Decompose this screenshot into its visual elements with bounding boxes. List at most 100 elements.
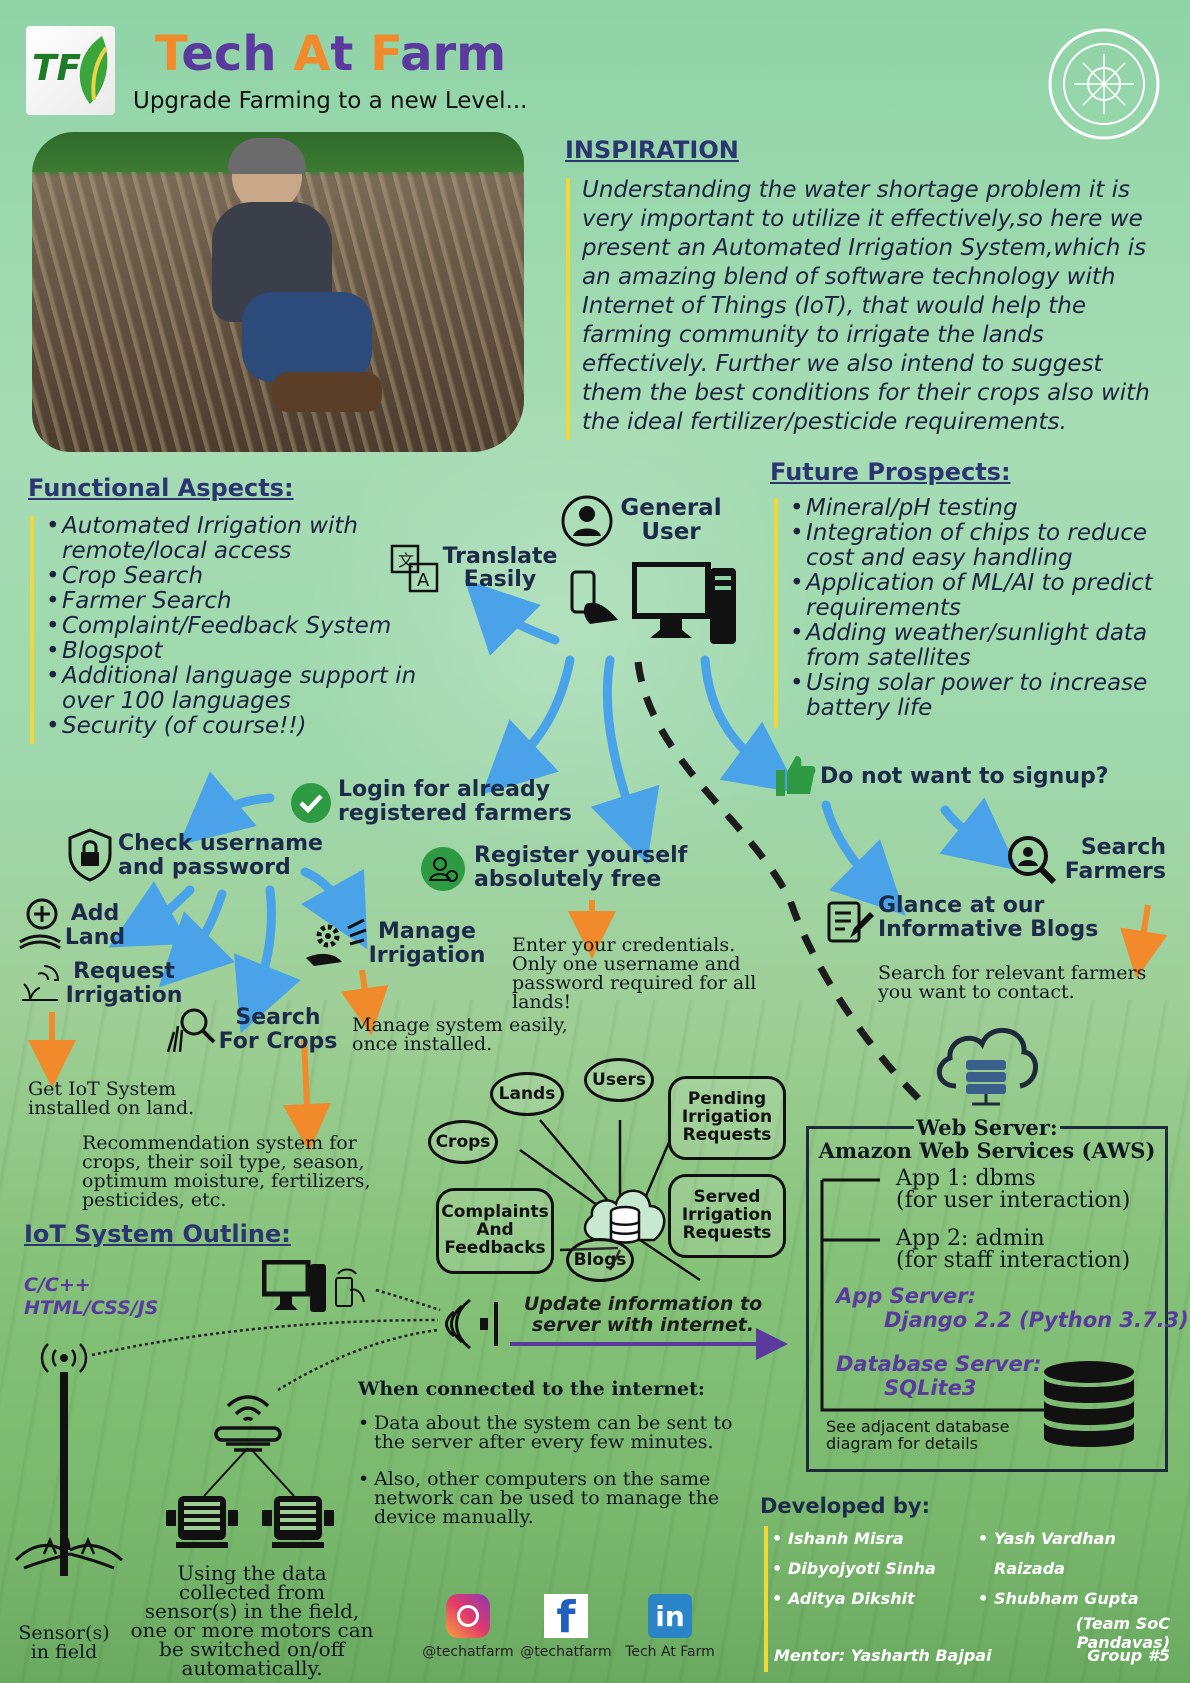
mentor-name: Mentor: Yasharth Bajpai <box>774 1646 992 1665</box>
list-item: Security (of course!!) <box>44 714 424 740</box>
cloud-server-icon <box>937 1027 1038 1106</box>
db-server-label: Database Server: SQLite3 <box>836 1352 1042 1400</box>
blogs-label: Glance at our Informative Blogs <box>878 893 1099 942</box>
page-title: Tech At Farm <box>155 26 507 82</box>
list-item: Additional language support in over 100 … <box>44 664 424 714</box>
translate-icon: 文 A <box>390 544 439 593</box>
server-box-top-right <box>1060 1126 1168 1129</box>
list-item: Adding weather/sunlight data from satell… <box>788 621 1168 671</box>
request-irrigation-label: Request Irrigation <box>65 959 183 1008</box>
db-node-complaints: Complaints And Feedbacks <box>436 1188 554 1274</box>
manage-description: Manage system easily, once installed. <box>352 1014 568 1055</box>
instagram-link[interactable]: @techatfarm <box>422 1594 514 1660</box>
manage-gears-icon <box>306 918 367 966</box>
motor-connection-lines <box>203 1448 295 1497</box>
inspiration-heading: INSPIRATION <box>565 136 739 164</box>
db-node-users: Users <box>584 1058 654 1102</box>
login-label: Login for already registered farmers <box>338 777 572 826</box>
desktop-small-icon <box>262 1260 326 1312</box>
farmer-photo <box>32 132 524 452</box>
sensor-roots-icon <box>14 1530 123 1570</box>
inspiration-text: Understanding the water shortage problem… <box>582 177 1150 435</box>
database-icon <box>1044 1361 1134 1447</box>
app-logo: TF <box>26 26 115 115</box>
group-number: Group #5 <box>1087 1646 1170 1665</box>
recommendation-description: Recommendation system for crops, their s… <box>82 1132 371 1211</box>
functional-accent-bar <box>30 516 34 744</box>
connected-list: Data about the system can be sent to the… <box>356 1414 740 1527</box>
user-icon <box>561 495 613 547</box>
db-node-pending-requests: Pending Irrigation Requests <box>668 1076 786 1160</box>
future-accent-bar <box>774 498 778 728</box>
list-item: Also, other computers on the same networ… <box>356 1470 740 1527</box>
manage-irrigation-label: Manage Irrigation <box>368 919 486 968</box>
remote-control-icon <box>335 1268 365 1307</box>
svg-text:A: A <box>417 570 430 591</box>
instagram-icon <box>446 1594 490 1638</box>
iot-installed-description: Get IoT System installed on land. <box>28 1078 195 1119</box>
see-adjacent-note: See adjacent database diagram for detail… <box>826 1417 1010 1453</box>
router-icon <box>214 1395 282 1452</box>
phone-icon <box>570 570 618 624</box>
list-item: Dibyojyoti Sinha <box>770 1554 970 1584</box>
thumbs-up-icon <box>776 756 816 796</box>
general-user-label: General User <box>620 495 722 545</box>
list-item: Automated Irrigation with remote/local a… <box>44 514 424 564</box>
check-circle-icon <box>291 783 331 823</box>
list-item: Yash Vardhan Raizada <box>976 1524 1176 1584</box>
list-item: Data about the system can be sent to the… <box>356 1414 740 1452</box>
server-box-top-left <box>806 1126 914 1129</box>
instagram-handle: @techatfarm <box>422 1644 514 1660</box>
app1-label: App 1: dbms (for user interaction) <box>896 1166 1131 1213</box>
motors-description: Using the data collected from sensor(s) … <box>130 1561 374 1680</box>
search-user-icon <box>1008 836 1057 885</box>
check-credentials-label: Check username and password <box>118 831 323 880</box>
desktop-icon <box>632 562 736 644</box>
cloud-db-icon <box>583 1189 666 1244</box>
list-item: Crop Search <box>44 564 424 590</box>
developers-accent-bar <box>764 1526 768 1672</box>
register-label: Register yourself absolutely free <box>474 843 688 892</box>
functional-list: Automated Irrigation with remote/local a… <box>44 514 424 740</box>
future-heading: Future Prospects: <box>770 458 1011 486</box>
signal-wave-icon <box>445 1298 498 1350</box>
facebook-icon: f <box>544 1594 588 1638</box>
db-node-lands: Lands <box>490 1072 564 1116</box>
facebook-handle: @techatfarm <box>520 1644 612 1660</box>
search-crops-label: Search For Crops <box>218 1005 338 1054</box>
developers-heading: Developed by: <box>760 1494 930 1518</box>
list-item: Ishanh Misra <box>770 1524 970 1554</box>
linkedin-link[interactable]: in Tech At Farm <box>620 1594 720 1660</box>
functional-heading: Functional Aspects: <box>28 474 294 502</box>
sensor-pole <box>60 1372 68 1576</box>
list-item: Complaint/Feedback System <box>44 614 424 640</box>
list-item: Integration of chips to reduce cost and … <box>788 521 1168 571</box>
server-title: Web Server: Amazon Web Services (AWS) <box>818 1115 1156 1163</box>
db-node-blogs: Blogs <box>566 1238 634 1282</box>
facebook-link[interactable]: f @techatfarm <box>520 1594 612 1660</box>
future-list: Mineral/pH testing Integration of chips … <box>788 496 1168 721</box>
translate-label: Translate Easily <box>442 544 558 592</box>
motor-icon <box>262 1496 334 1548</box>
server-box <box>806 1126 1168 1472</box>
logo-letters: TF <box>32 48 82 89</box>
irrigation-icon <box>22 965 60 1001</box>
db-node-served-requests: Served Irrigation Requests <box>668 1174 786 1258</box>
motor-icon <box>166 1496 238 1548</box>
linkedin-handle: Tech At Farm <box>625 1644 715 1660</box>
search-crops-icon <box>166 1008 216 1053</box>
add-land-icon <box>19 898 61 950</box>
add-user-icon <box>421 847 465 891</box>
list-item: Shubham Gupta <box>976 1584 1176 1614</box>
iot-heading: IoT System Outline: <box>24 1220 291 1248</box>
institute-seal-icon <box>1048 28 1160 140</box>
list-item: Application of ML/AI to predict requirem… <box>788 571 1168 621</box>
list-item: Mineral/pH testing <box>788 496 1168 522</box>
page-subtitle: Upgrade Farming to a new Level... <box>133 88 528 114</box>
leaf-icon <box>79 36 108 104</box>
sensor-label: Sensor(s) in field <box>18 1622 110 1663</box>
team-name: (Team SoC Pandavas) <box>1075 1614 1170 1652</box>
list-item: Aditya Dikshit <box>770 1584 970 1614</box>
sensor-antenna-icon <box>40 1343 88 1373</box>
search-farmers-label: Search Farmers <box>1064 835 1166 884</box>
